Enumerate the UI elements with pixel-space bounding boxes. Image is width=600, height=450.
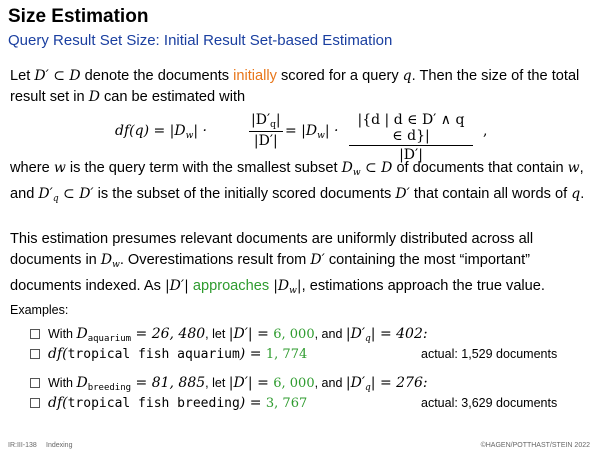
checkbox-bullet-icon — [30, 329, 40, 339]
section-name: Indexing — [46, 442, 73, 449]
text: . Then the size of the total result set … — [10, 68, 580, 105]
checkbox-bullet-icon — [30, 398, 40, 408]
fraction-2: |{d | d ∈ D′ ∧ q ∈ d}| |D′| — [349, 112, 473, 163]
checkbox-bullet-icon — [30, 349, 40, 359]
text: denote the documents — [80, 68, 234, 84]
highlight-approaches: approaches — [192, 278, 270, 294]
formula-mid: = |Dw| · — [285, 123, 339, 141]
examples-label: Examples: — [10, 303, 69, 317]
formula: df(q) = |Dw| · |D′q| |D′| = |Dw| · |{d |… — [115, 112, 488, 163]
fraction-1: |D′q| |D′| — [249, 112, 283, 149]
list-item: With Daquarium = 26, 480, let |D′| = 6, … — [30, 324, 590, 344]
checkbox-bullet-icon — [30, 378, 40, 388]
formula-lhs: df(q) = |Dw| · — [115, 123, 207, 141]
math: D′ ⊂ D — [34, 68, 81, 84]
actual-count: actual: 3,629 documents — [421, 396, 558, 410]
paragraph-where: where w is the query term with the small… — [10, 160, 585, 204]
highlight-initially: initially — [233, 68, 277, 84]
slide-subtitle: Query Result Set Size: Initial Result Se… — [8, 32, 393, 49]
text: Let — [10, 68, 35, 84]
page-number: IR:III-138 — [8, 442, 37, 449]
copyright: ©HAGEN/POTTHAST/STEIN 2022 — [480, 442, 590, 449]
math: D — [88, 89, 100, 105]
text: scored for a query — [276, 68, 403, 84]
examples-list: With Daquarium = 26, 480, let |D′| = 6, … — [30, 324, 590, 413]
text: can be estimated with — [99, 89, 246, 105]
list-item: df(tropical fish aquarium) = 1, 774 actu… — [30, 344, 590, 364]
slide-title: Size Estimation — [8, 6, 149, 27]
actual-count: actual: 1,529 documents — [421, 347, 558, 361]
paragraph-estimation: This estimation presumes relevant docume… — [10, 231, 545, 296]
list-item: With Dbreeding = 81, 885, let |D′| = 6, … — [30, 373, 590, 393]
paragraph-intro: Let D′ ⊂ D denote the documents initiall… — [10, 66, 588, 108]
math: q — [402, 68, 412, 84]
list-item: df(tropical fish breeding) = 3, 767 actu… — [30, 393, 590, 413]
